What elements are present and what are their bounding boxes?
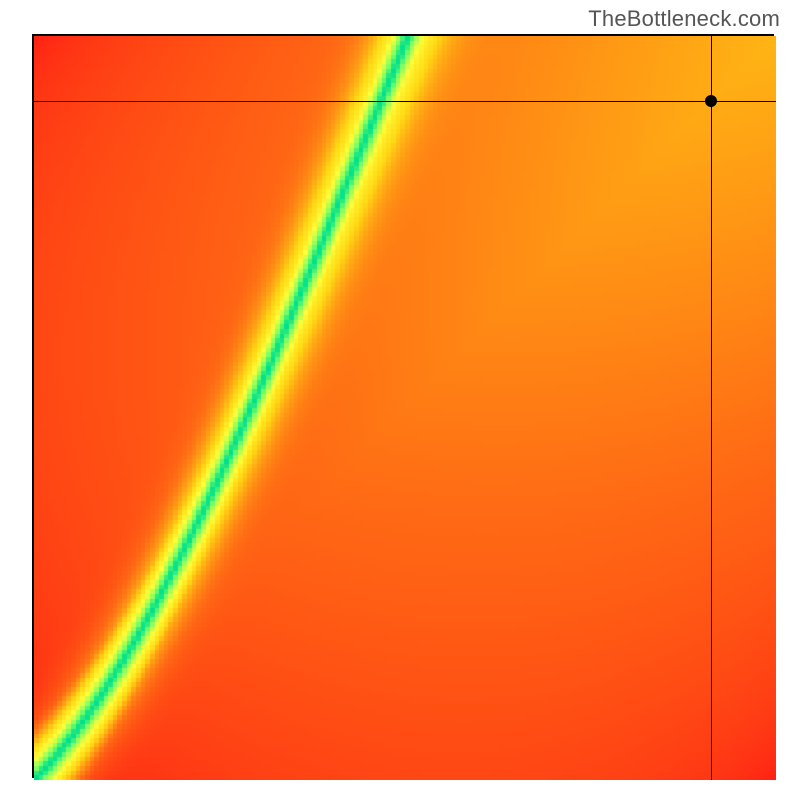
plot-frame: [32, 34, 774, 778]
watermark-text: TheBottleneck.com: [588, 6, 780, 32]
crosshair-marker: [705, 95, 717, 107]
heatmap-canvas: [34, 36, 776, 780]
crosshair-vertical-line: [711, 36, 712, 780]
crosshair-horizontal-line: [34, 101, 776, 102]
